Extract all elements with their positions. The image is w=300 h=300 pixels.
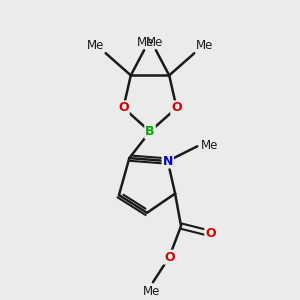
Text: O: O	[205, 227, 216, 240]
Text: O: O	[118, 101, 129, 114]
Text: O: O	[171, 101, 182, 114]
Text: Me: Me	[87, 39, 104, 52]
Text: Me: Me	[146, 36, 163, 49]
Text: Me: Me	[201, 139, 218, 152]
Text: O: O	[164, 250, 175, 264]
Text: N: N	[163, 154, 173, 168]
Text: B: B	[145, 125, 155, 138]
Text: Me: Me	[196, 39, 213, 52]
Text: Me: Me	[143, 285, 160, 298]
Text: Me: Me	[137, 36, 154, 49]
